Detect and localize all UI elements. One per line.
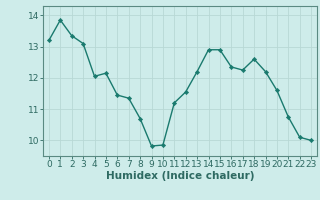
X-axis label: Humidex (Indice chaleur): Humidex (Indice chaleur) (106, 171, 254, 181)
